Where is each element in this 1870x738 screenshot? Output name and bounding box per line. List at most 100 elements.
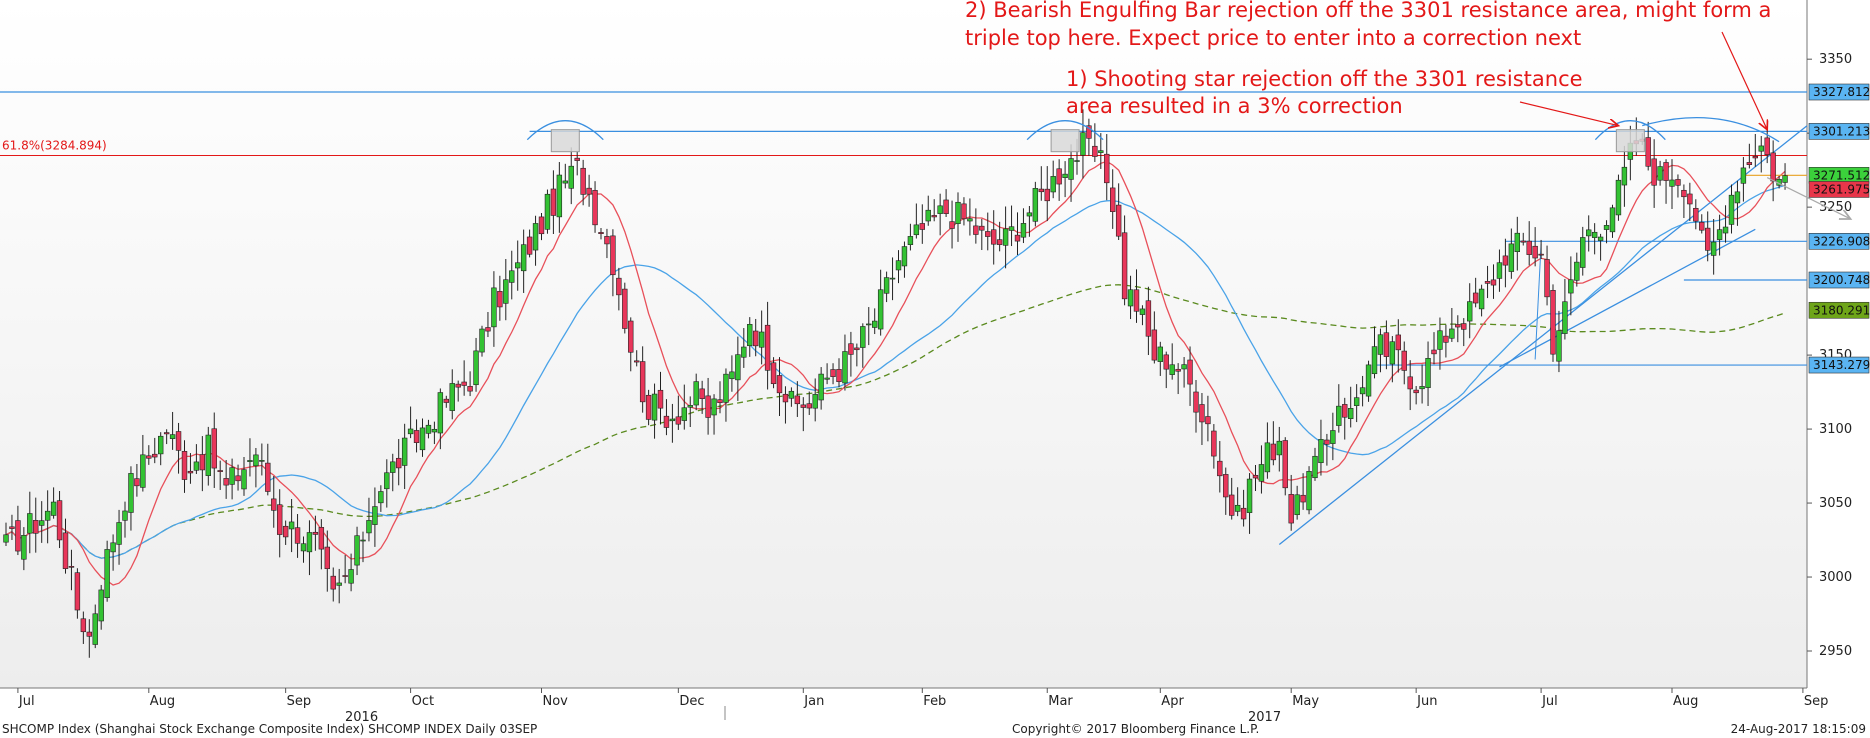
candle-body bbox=[1550, 290, 1556, 355]
candle bbox=[169, 411, 176, 450]
candle bbox=[866, 307, 872, 346]
candle bbox=[509, 250, 515, 300]
candle-body bbox=[235, 475, 241, 482]
candle-body bbox=[1681, 189, 1687, 198]
candle-body bbox=[253, 454, 259, 467]
candle bbox=[943, 189, 949, 217]
candle-body bbox=[663, 415, 670, 428]
candle bbox=[1110, 169, 1116, 229]
price-badge-label: 3143.279 bbox=[1813, 358, 1870, 372]
candle bbox=[401, 423, 408, 489]
candle-body bbox=[163, 432, 170, 435]
candle bbox=[1002, 206, 1009, 269]
candle-body bbox=[598, 232, 604, 234]
candle bbox=[752, 318, 759, 357]
candle bbox=[312, 515, 319, 551]
candle-body bbox=[544, 193, 551, 230]
candle-body bbox=[645, 394, 652, 420]
candle-body bbox=[1175, 368, 1181, 372]
candle bbox=[1342, 397, 1348, 440]
candle-body bbox=[33, 520, 39, 534]
candle-body bbox=[92, 613, 98, 645]
candle bbox=[1348, 386, 1354, 428]
price-badge bbox=[1808, 271, 1870, 289]
candle bbox=[354, 526, 360, 576]
x-tick-label: May bbox=[1292, 694, 1319, 709]
candle bbox=[437, 388, 444, 450]
candle bbox=[1728, 184, 1735, 234]
candle bbox=[1365, 360, 1372, 402]
candle bbox=[996, 221, 1003, 252]
candle-body bbox=[44, 510, 51, 521]
candle bbox=[1187, 346, 1193, 406]
candle bbox=[1121, 215, 1128, 306]
candle-body bbox=[443, 398, 449, 403]
candle-body bbox=[1514, 232, 1521, 253]
candle-body bbox=[1449, 328, 1455, 339]
candle bbox=[1752, 133, 1759, 167]
candle-body bbox=[1562, 301, 1568, 334]
candle-body bbox=[348, 569, 354, 584]
candle-body bbox=[1104, 153, 1110, 184]
candle bbox=[538, 212, 545, 241]
candle bbox=[80, 611, 87, 644]
candle bbox=[1181, 357, 1187, 388]
candle-body bbox=[1258, 464, 1265, 482]
candle bbox=[265, 443, 271, 496]
candle-body bbox=[1300, 494, 1306, 503]
candle-body bbox=[1413, 389, 1419, 394]
candle-body bbox=[526, 236, 533, 255]
candle bbox=[1217, 441, 1223, 493]
candle-body bbox=[437, 392, 444, 434]
candle-body bbox=[1080, 132, 1086, 156]
candle-body bbox=[854, 347, 860, 351]
candle-body bbox=[586, 187, 592, 195]
candle-body bbox=[1580, 237, 1586, 268]
candle-body bbox=[1455, 324, 1461, 328]
candle bbox=[1371, 326, 1378, 379]
x-tick-label: Aug bbox=[1673, 694, 1698, 709]
candle-body bbox=[633, 360, 640, 363]
candle bbox=[98, 584, 104, 630]
candle-body bbox=[360, 539, 366, 542]
candle-body bbox=[199, 454, 206, 471]
x-tick-label: Jun bbox=[1416, 694, 1437, 709]
candle bbox=[895, 250, 902, 284]
candle-body bbox=[1282, 440, 1288, 489]
candle bbox=[158, 432, 164, 466]
candle-body bbox=[1615, 179, 1622, 216]
candle-body bbox=[1597, 236, 1604, 241]
candle bbox=[1163, 351, 1169, 389]
candle-body bbox=[1062, 173, 1068, 178]
candle bbox=[152, 437, 158, 464]
candle bbox=[229, 458, 235, 500]
y-tick-label: 3250 bbox=[1819, 200, 1852, 215]
candle bbox=[134, 463, 140, 497]
candle-body bbox=[98, 589, 104, 622]
candle-body bbox=[1056, 168, 1062, 185]
candle bbox=[1062, 161, 1068, 198]
candle bbox=[1609, 204, 1616, 238]
candle-body bbox=[764, 324, 771, 371]
candle bbox=[1115, 183, 1122, 240]
resistance-box bbox=[1050, 129, 1080, 153]
candle bbox=[705, 377, 711, 435]
candle-body bbox=[1193, 391, 1199, 413]
candle-body bbox=[372, 506, 378, 525]
candle bbox=[128, 466, 134, 531]
candle bbox=[276, 489, 283, 558]
candle-body bbox=[1746, 162, 1753, 165]
candle bbox=[1544, 245, 1550, 306]
candle bbox=[1526, 221, 1532, 266]
candle bbox=[1294, 485, 1300, 520]
candle bbox=[1383, 320, 1390, 370]
candle bbox=[1353, 384, 1360, 423]
candle-body bbox=[1443, 335, 1449, 343]
candle bbox=[1395, 319, 1402, 373]
candle-body bbox=[931, 215, 937, 218]
candle bbox=[1693, 199, 1699, 230]
y-tick-label: 3350 bbox=[1819, 52, 1852, 67]
candle-body bbox=[604, 236, 610, 245]
candle bbox=[550, 170, 557, 235]
candle bbox=[1312, 447, 1318, 481]
